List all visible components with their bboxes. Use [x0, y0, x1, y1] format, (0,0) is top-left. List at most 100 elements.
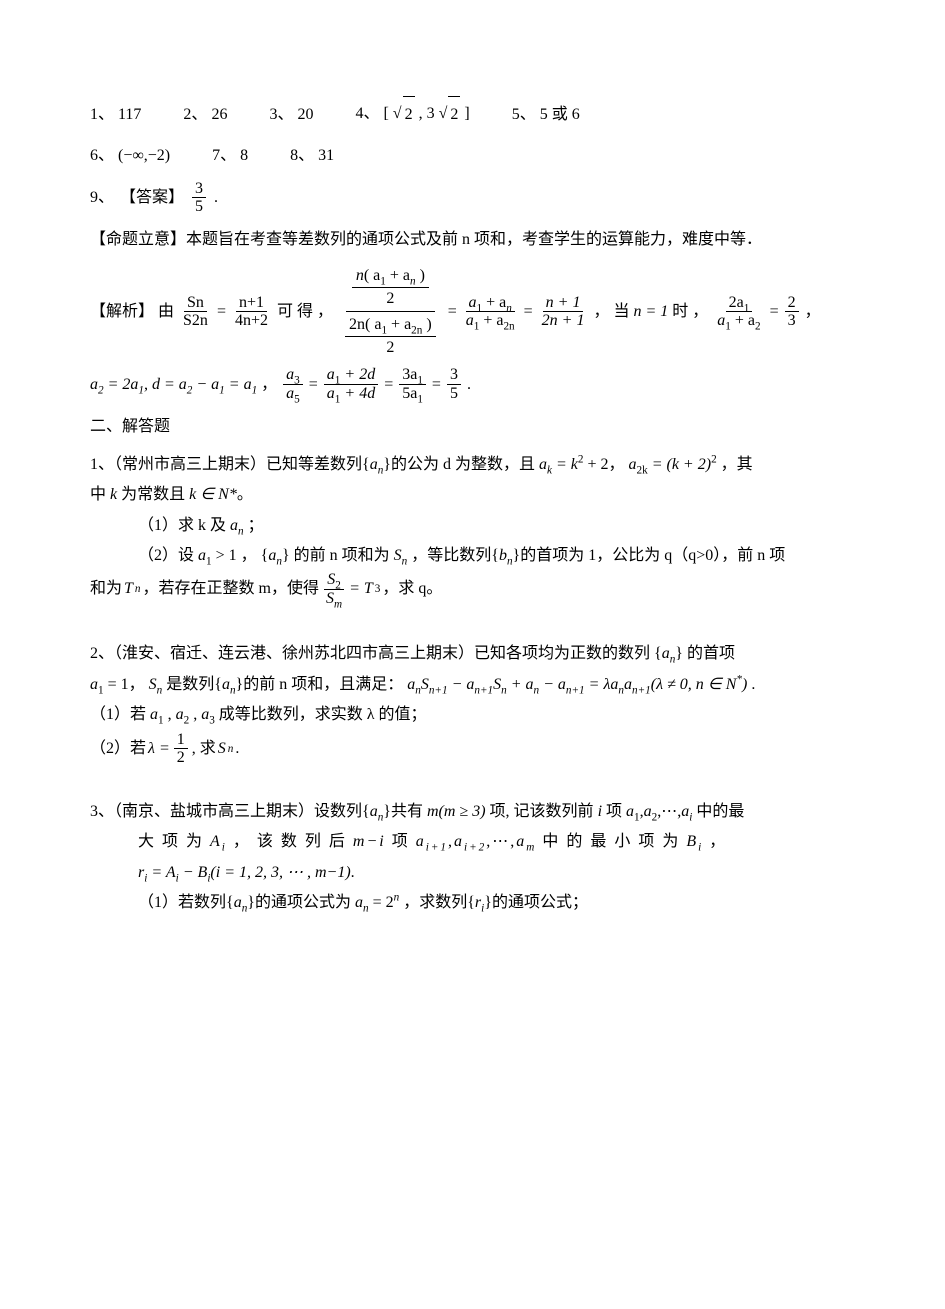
fraction: n + 1 2n + 1 [539, 294, 588, 330]
fraction: n( a1 + an ) 2 [352, 265, 429, 309]
frac-de: S2n [180, 312, 211, 330]
frac-nu: a1 + an [466, 294, 515, 313]
ans-7-value: 8 [240, 147, 248, 164]
p2-sub1: （1）若 a1 , a2 , a3 成等比数列，求实数 λ 的值； [90, 700, 855, 730]
p2-line1: 2、（淮安、宿迁、连云港、徐州苏北四市高三上期末）已知各项均为正数的数列 {an… [90, 639, 855, 669]
frac-nu: 1 [174, 731, 188, 750]
ans-5-value: 5 或 6 [540, 106, 580, 123]
fraction: 2 3 [785, 294, 799, 330]
ans-1-label: 1、 [90, 106, 114, 123]
comma: ， [805, 294, 821, 329]
answer-tag: 【答案】 [120, 180, 184, 215]
frac-de: a5 [283, 385, 303, 403]
frac-nu: n( a1 + an ) [352, 265, 429, 288]
fraction: n+1 4n+2 [232, 294, 271, 330]
frac-de: a1 + a2 [714, 312, 763, 330]
eq: = [448, 294, 457, 329]
p1-line2: 中 k 为常数且 k ∈ N*。 [90, 480, 855, 510]
math: n = 1 [633, 294, 668, 329]
fraction: a1 + an a1 + a2n [463, 294, 518, 330]
p3-sub1: （1）若数列{an}的通项公式为 an = 2n ，求数列{ri}的通项公式； [90, 888, 855, 918]
ans-2: 2、 26 [183, 97, 227, 132]
p3-line2: 大 项 为 Ai ， 该 数 列 后 m−i 项 ai+1,ai+2,⋯,am … [90, 827, 855, 857]
text: 可 得 ， [277, 294, 333, 329]
problem-3: 3、（南京、盐城市高三上期末）设数列{an}共有 m(m ≥ 3) 项, 记该数… [90, 797, 855, 919]
frac-nu: 2a1 [726, 294, 753, 313]
answers-line-2: 6、 (−∞,−2) 7、 8 8、 31 [90, 138, 855, 173]
ans-4-r2-coeff: 3 [427, 105, 435, 122]
ans-4-r2: 2 [448, 96, 460, 132]
frac-nu: n + 1 [543, 294, 584, 313]
p1-sub2-line1: （2）设 a1 > 1 ， {an} 的前 n 项和为 Sn ，等比数列{bn}… [90, 541, 855, 571]
text: 时 ， [672, 294, 708, 329]
analysis-line-2: a2 = 2a1, d = a2 − a1 = a1 ， a3 a5 = a1 … [90, 366, 855, 402]
fraction: a1 + 2d a1 + 4d [324, 366, 378, 402]
ans-4-r1: 2 [403, 96, 415, 132]
p3-line1: 3、（南京、盐城市高三上期末）设数列{an}共有 m(m ≥ 3) 项, 记该数… [90, 797, 855, 827]
frac-de: Sm [323, 590, 345, 608]
frac-nu: 2n( a1 + a2n ) [345, 314, 436, 337]
fraction: S2 Sm [323, 571, 345, 607]
math: a2 = 2a1, d = a2 − a1 = a1 [90, 367, 257, 402]
frac-nu: a3 [283, 366, 303, 385]
eq: = [524, 294, 533, 329]
frac-nu: a1 + 2d [324, 366, 378, 385]
frac-nu: 3 [192, 180, 206, 199]
ans-3-label: 3、 [269, 106, 293, 123]
ans-4-open: [ [383, 105, 388, 122]
ans-2-label: 2、 [183, 106, 207, 123]
ans-5: 5、 5 或 6 [512, 97, 580, 132]
frac-nu: 2 [785, 294, 799, 313]
ans-4: 4、 [ √2 , 3 √2 ] [355, 96, 469, 132]
frac-nu: S2 [324, 571, 344, 590]
eq: = [217, 294, 226, 329]
frac-de: 4n+2 [232, 312, 271, 330]
frac-de: 2n + 1 [539, 312, 588, 330]
frac-nu: 3a1 [399, 366, 426, 385]
answers-line-1: 1、 117 2、 26 3、 20 4、 [ √2 , 3 √2 ] [90, 96, 855, 132]
eq: = [309, 367, 318, 402]
ans-8-value: 31 [318, 147, 334, 164]
ans-3-value: 20 [297, 106, 313, 123]
fraction: 3 5 [192, 180, 206, 216]
q9-label: 9、 [90, 180, 114, 215]
frac-de: 2n( a1 + a2n ) 2 [339, 312, 442, 360]
relation: anSn+1 − an+1Sn + an − an+1 = λanan+1(λ … [407, 676, 751, 693]
frac-de: a1 + 4d [324, 385, 378, 403]
ans-6-value: (−∞,−2) [118, 147, 170, 164]
text: 当 [613, 294, 629, 329]
frac-nu: n+1 [236, 294, 267, 313]
frac-de: 5a1 [399, 385, 426, 403]
frac-de: 2 [382, 288, 398, 310]
frac-de: 3 [785, 312, 799, 330]
ans-1: 1、 117 [90, 97, 141, 132]
ans-1-value: 117 [118, 106, 141, 123]
p1-sub2-line2: 和为 Tn ，若存在正整数 m，使得 S2 Sm = T3 ，求 q。 [90, 571, 855, 607]
problem-2: 2、（淮安、宿迁、连云港、徐州苏北四市高三上期末）已知各项均为正数的数列 {an… [90, 639, 855, 766]
analysis-tag: 【解析】 [90, 294, 154, 329]
ans-2-value: 26 [211, 106, 227, 123]
ans-8: 8、 31 [290, 138, 334, 173]
ans-4-close: ] [464, 105, 469, 122]
q9-answer: 9、 【答案】 3 5 . [90, 180, 855, 216]
ans-4-label: 4、 [355, 105, 379, 122]
p2-sub2: （2）若 λ = 1 2 , 求 Sn . [90, 731, 855, 767]
ans-6: 6、 (−∞,−2) [90, 138, 170, 173]
comma: ， [261, 367, 277, 402]
problem-1: 1、（常州市高三上期末）已知等差数列{an}的公为 d 为整数，且 ak = k… [90, 450, 855, 608]
frac-nu: n( a1 + an ) 2 [346, 263, 435, 312]
section-heading: 二、解答题 [90, 409, 855, 444]
ans-7: 7、 8 [212, 138, 248, 173]
frac-nu: 3 [447, 366, 461, 385]
frac-de: 2 [382, 337, 398, 359]
p1-sub1: （1）求 k 及 an ； [90, 511, 855, 541]
fraction: 2n( a1 + a2n ) 2 [345, 314, 436, 358]
comma: ， [593, 294, 609, 329]
frac-nu: Sn [184, 294, 207, 313]
fraction: 3 5 [447, 366, 461, 402]
fraction: a3 a5 [283, 366, 303, 402]
eq: = [384, 367, 393, 402]
ans-7-label: 7、 [212, 147, 236, 164]
ans-6-label: 6、 [90, 147, 114, 164]
ans-8-label: 8、 [290, 147, 314, 164]
